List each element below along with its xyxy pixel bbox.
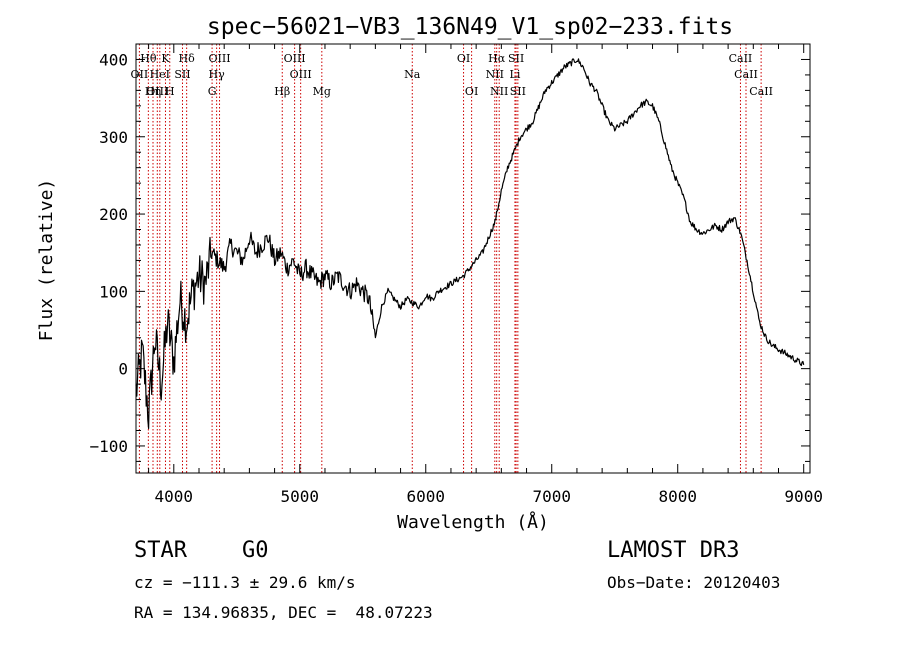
spectral-line-label: Na [404,68,421,81]
spectral-line-label: SII [508,52,524,65]
coordinates: RA = 134.96835, DEC = 48.07223 [134,603,433,622]
x-tick-label: 6000 [406,487,445,506]
spectral-line-label: H [165,85,175,98]
y-tick-label: 200 [99,205,128,224]
chart-title: spec−56021−VB3_136N49_V1_sp02−233.fits [207,14,733,40]
spectral-line-label: CaII [749,85,773,98]
spectral-line-label: NII [490,85,508,98]
y-tick-label: −100 [89,437,128,456]
spectral-line-label: Hα [488,52,506,65]
spectral-line-label: OIII [290,68,312,81]
x-axis-label: Wavelength (Å) [397,511,549,533]
redshift-velocity: cz = −111.3 ± 29.6 km/s [134,573,356,592]
spectral-line-label: Hγ [209,68,226,81]
spectral-line-label: OIII [208,52,230,65]
axis-ticks: 4000 5000 6000 7000 8000 9000 −100 0 100 200 300 40… [89,43,823,506]
spectral-line-label: SII [174,68,190,81]
x-tick-label: 9000 [784,487,823,506]
x-tick-label: 5000 [281,487,320,506]
observation-date: Obs−Date: 20120403 [607,573,781,592]
y-tick-label: 400 [99,50,128,69]
spectral-line-label: OIII [284,52,306,65]
flux-series-line [135,58,805,430]
spectral-line-label: Hη [145,85,161,98]
spectral-line-label: HeI [150,68,170,81]
spectral-line-label: OII [131,68,149,81]
spectral-line-label: G [208,85,217,98]
spectral-line-label: Li [510,68,521,81]
x-tick-label: 7000 [532,487,571,506]
x-tick-label: 4000 [155,487,194,506]
spectral-line-label: Hθ [140,52,157,65]
spectral-line-markers [138,44,762,473]
spectral-line-label: CaII [734,68,758,81]
object-class: STAR [134,538,187,563]
y-tick-label: 100 [99,282,128,301]
plot-frame [135,43,811,474]
survey-name: LAMOST DR3 [607,538,740,563]
spectral-line-label: OIII [146,85,168,98]
spectral-line-label: OI [465,85,478,98]
spectral-line-label: K [161,52,170,65]
spectral-line-label: SII [510,85,526,98]
spectral-line-label: CaII [729,52,753,65]
spectral-line-label: NII [486,68,504,81]
object-subclass: G0 [242,538,269,563]
spectral-line-label: Hδ [179,52,196,65]
x-tick-label: 8000 [658,487,697,506]
spectral-line-label: OI [457,52,470,65]
spectral-line-label: Hβ [274,85,290,98]
y-tick-label: 300 [99,128,128,147]
spectral-line-label: Mg [313,85,331,98]
y-axis-label: Flux (relative) [36,179,57,342]
y-tick-label: 0 [118,360,128,379]
